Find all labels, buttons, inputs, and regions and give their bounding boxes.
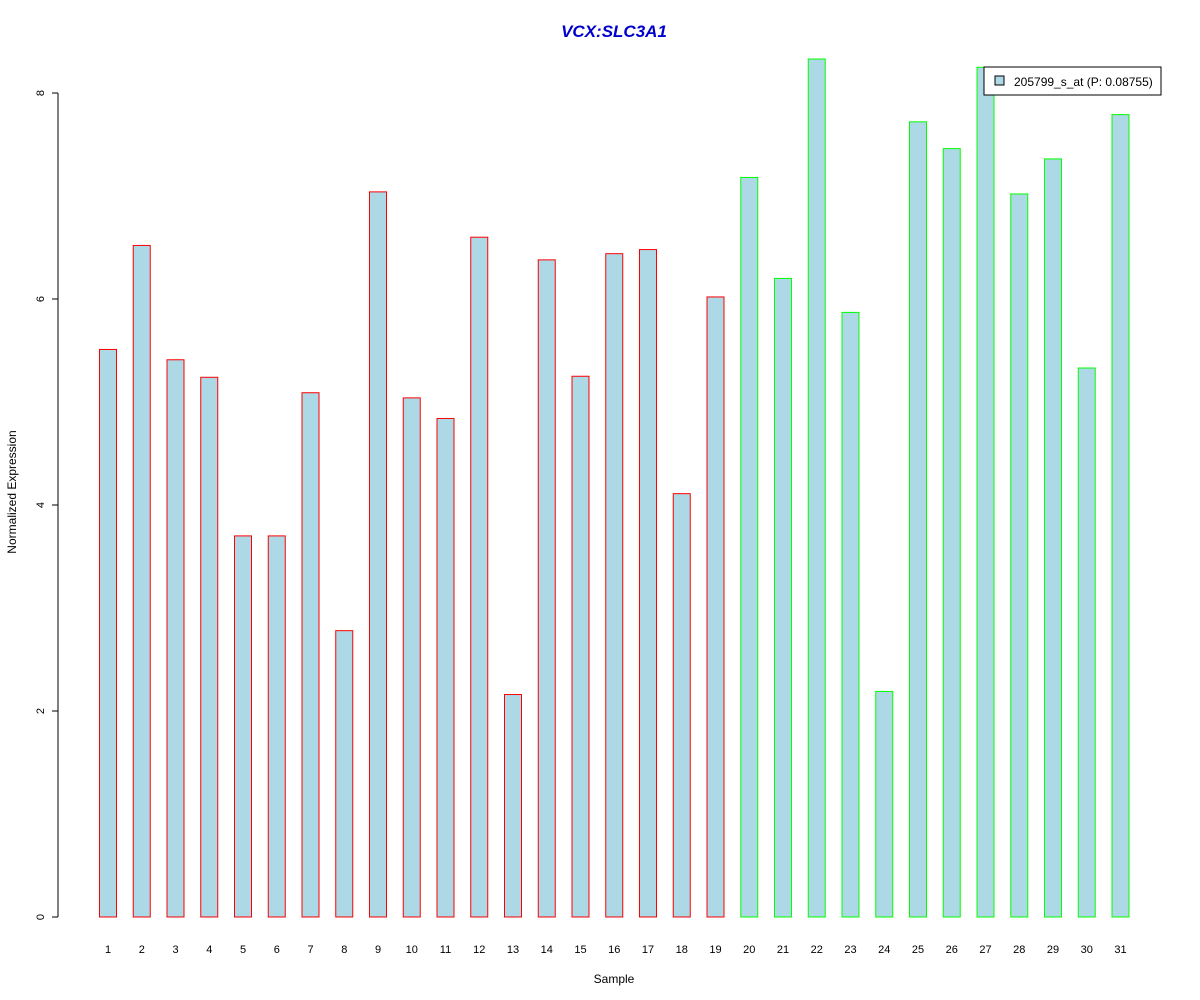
bar-sample-20 <box>740 176 759 918</box>
bar-sample-16 <box>605 253 624 918</box>
bar-sample-14 <box>537 259 556 918</box>
x-tick-label: 26 <box>946 944 958 956</box>
x-tick-label: 13 <box>507 944 519 956</box>
bar-sample-31 <box>1111 114 1130 918</box>
bar-sample-13 <box>504 694 522 918</box>
bar-sample-9 <box>369 191 387 918</box>
y-tick-label: 8 <box>35 90 47 96</box>
y-tick-label: 0 <box>35 914 47 920</box>
x-tick-label: 3 <box>172 944 178 956</box>
bars-group <box>99 58 1130 918</box>
bar-sample-7 <box>301 392 320 918</box>
x-tick-label: 15 <box>574 944 586 956</box>
x-tick-label: 7 <box>307 944 313 956</box>
x-tick-label: 12 <box>473 944 485 956</box>
bar-sample-30 <box>1077 367 1096 918</box>
bar-sample-1 <box>99 348 117 918</box>
bar-sample-17 <box>639 249 657 918</box>
x-tick-label: 14 <box>541 944 553 956</box>
bar-sample-21 <box>774 277 792 918</box>
chart-title: VCX:SLC3A1 <box>561 22 667 41</box>
x-tick-label: 25 <box>912 944 924 956</box>
bar-sample-6 <box>267 535 286 918</box>
x-tick-label: 19 <box>709 944 721 956</box>
bar-sample-19 <box>706 296 725 918</box>
y-tick-label: 4 <box>35 502 47 508</box>
y-tick-label: 2 <box>35 708 47 714</box>
bar-sample-25 <box>909 121 927 918</box>
x-tick-label: 23 <box>844 944 856 956</box>
bar-sample-26 <box>942 148 961 918</box>
x-tick-label: 1 <box>105 944 111 956</box>
bar-sample-22 <box>807 58 826 918</box>
bar-sample-3 <box>166 359 185 918</box>
x-tick-label: 28 <box>1013 944 1025 956</box>
legend-swatch <box>994 75 1005 86</box>
x-tick-label: 16 <box>608 944 620 956</box>
x-tick-label: 22 <box>811 944 823 956</box>
x-tick-label: 29 <box>1047 944 1059 956</box>
bar-sample-12 <box>470 236 489 918</box>
bar-sample-24 <box>875 690 894 918</box>
y-axis-label: Normalized Expression <box>5 430 19 553</box>
x-tick-label: 9 <box>375 944 381 956</box>
bar-sample-2 <box>132 244 151 918</box>
x-tick-label: 21 <box>777 944 789 956</box>
x-tick-label: 11 <box>440 944 451 956</box>
legend: 205799_s_at (P: 0.08755) <box>983 66 1162 96</box>
bar-sample-10 <box>402 397 421 918</box>
bar-sample-29 <box>1044 158 1062 918</box>
bar-sample-8 <box>335 630 354 918</box>
bar-sample-11 <box>436 417 455 918</box>
bar-sample-28 <box>1010 193 1029 918</box>
x-tick-label: 20 <box>743 944 755 956</box>
y-axis: 0 2 4 6 8 <box>35 90 59 920</box>
x-tick-label: 17 <box>642 944 654 956</box>
x-tick-label: 6 <box>274 944 280 956</box>
x-tick-label: 4 <box>206 944 212 956</box>
bar-sample-4 <box>200 376 219 918</box>
x-tick-labels: 1 2 3 4 5 6 7 8 9 10 11 12 13 14 15 16 17 18 19 20 21 22 23 24 2… <box>105 944 1127 956</box>
x-tick-label: 2 <box>139 944 145 956</box>
legend-label: 205799_s_at (P: 0.08755) <box>1014 75 1153 89</box>
bar-sample-5 <box>234 535 252 918</box>
bar-sample-23 <box>841 311 860 918</box>
x-tick-label: 10 <box>406 944 418 956</box>
bar-sample-15 <box>571 375 590 918</box>
x-tick-label: 8 <box>341 944 347 956</box>
x-tick-label: 30 <box>1081 944 1093 956</box>
y-tick-label: 6 <box>35 296 47 302</box>
x-tick-label: 31 <box>1114 944 1126 956</box>
x-tick-label: 24 <box>878 944 890 956</box>
x-axis-label: Sample <box>594 972 635 986</box>
bar-sample-18 <box>672 493 691 918</box>
x-tick-label: 5 <box>240 944 246 956</box>
legend-box <box>983 66 1162 96</box>
x-tick-label: 27 <box>979 944 991 956</box>
bar-sample-27 <box>976 66 995 918</box>
x-tick-label: 18 <box>676 944 688 956</box>
